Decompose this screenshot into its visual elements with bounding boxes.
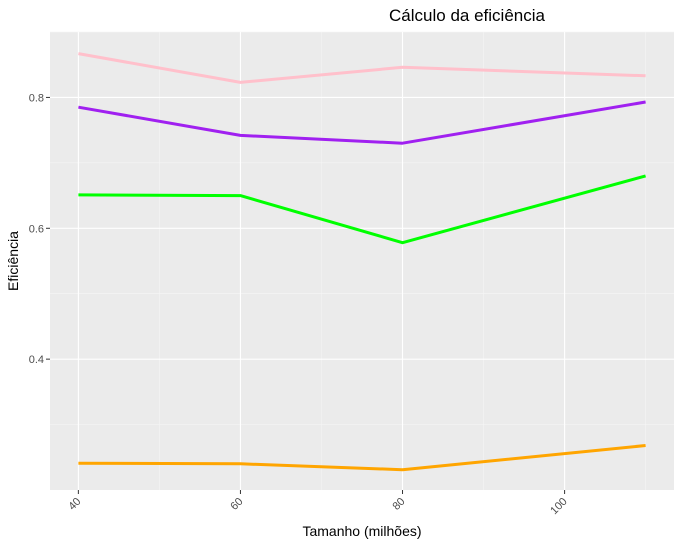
x-tick-label: 100 xyxy=(548,496,569,517)
series-line-2 xyxy=(78,100,646,145)
x-axis-title: Tamanho (milhões) xyxy=(302,523,421,539)
y-tick-label: 0.4 xyxy=(29,354,44,366)
series-lines xyxy=(78,52,646,472)
x-tick-label: 60 xyxy=(228,496,245,513)
series-line-4 xyxy=(78,444,646,472)
x-tick-label: 80 xyxy=(390,496,407,513)
y-tick-label: 0.8 xyxy=(29,92,44,104)
plot-panel xyxy=(50,32,674,490)
y-axis-title: Eficiência xyxy=(5,231,21,291)
y-tick-label: 0.6 xyxy=(29,223,44,235)
x-tick-label: 40 xyxy=(66,496,83,513)
series-line-3 xyxy=(78,174,646,245)
series-line-1 xyxy=(78,52,646,84)
gridlines xyxy=(50,31,674,490)
chart-title: Cálculo da eficiência xyxy=(389,6,545,25)
